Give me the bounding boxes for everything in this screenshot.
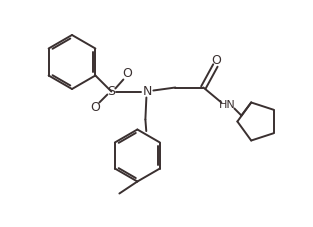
Text: O: O [90,101,100,114]
Text: O: O [122,67,132,80]
Text: N: N [143,85,152,98]
Text: HN: HN [219,101,236,111]
Text: S: S [107,85,115,98]
Text: O: O [212,54,221,67]
